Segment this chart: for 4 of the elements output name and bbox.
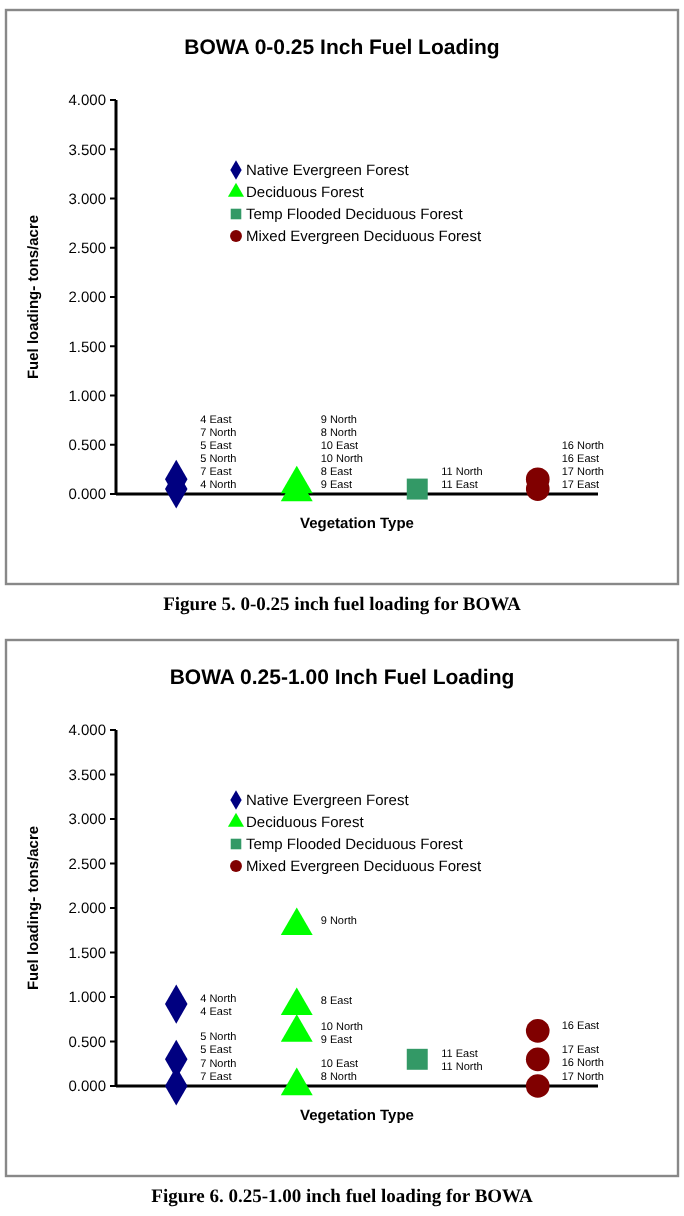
chart-title: BOWA 0.25-1.00 Inch Fuel Loading bbox=[169, 666, 515, 690]
chart-title: BOWA 0-0.25 Inch Fuel Loading bbox=[184, 36, 500, 60]
caption: Figure 6. 0.25-1.00 inch fuel loading for BOWA bbox=[151, 1188, 533, 1208]
caption: Figure 5. 0-0.25 inch fuel loading for BOWA bbox=[163, 596, 522, 616]
